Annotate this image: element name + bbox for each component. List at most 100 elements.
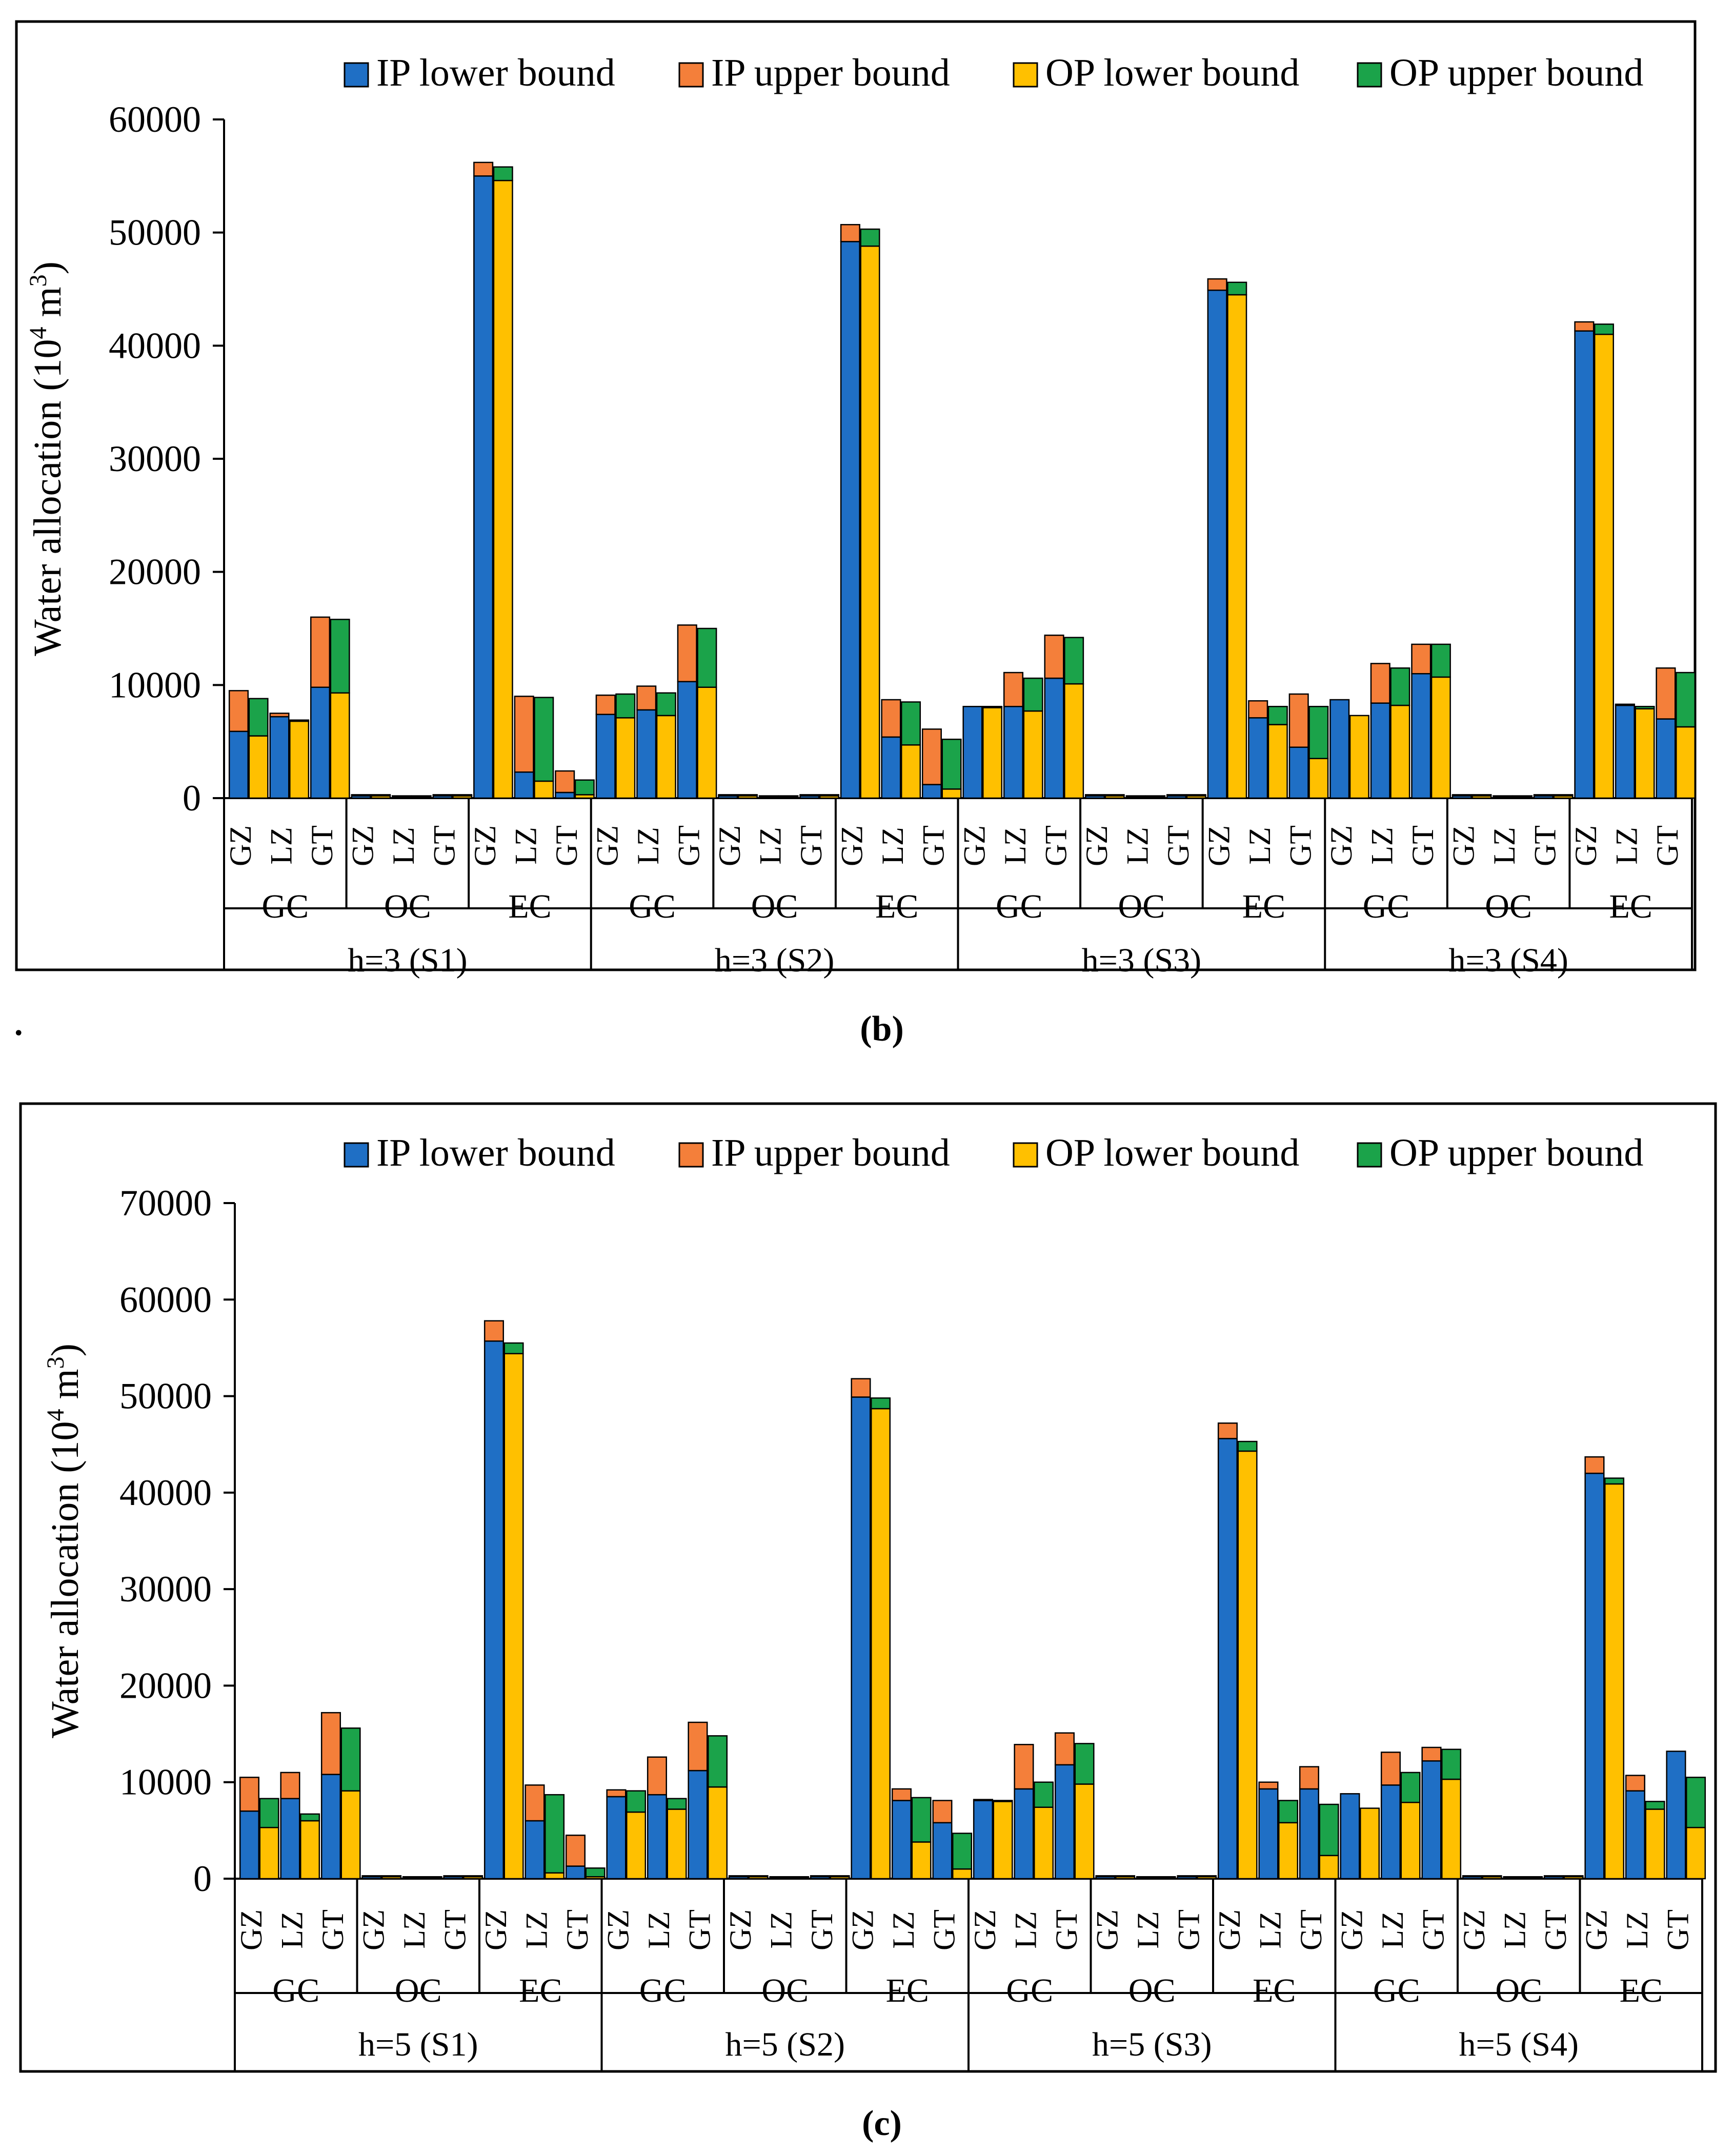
op-upper-bar: [941, 739, 962, 790]
region-label: GT: [305, 825, 339, 866]
op-upper-bar: [1319, 1803, 1339, 1857]
op-lower-bar: [1064, 683, 1084, 799]
op-upper-bar: [545, 1794, 565, 1874]
region-label: GZ: [479, 1909, 513, 1950]
ip-upper-bar: [280, 1772, 300, 1799]
sector-label: GC: [1006, 1972, 1053, 2009]
op-lower-bar: [534, 780, 554, 799]
op-upper-bar: [259, 1798, 279, 1828]
op-lower-bar: [1227, 294, 1247, 799]
op-upper-bar: [1023, 677, 1043, 712]
region-label: LZ: [876, 827, 910, 864]
y-tick-label: 30000: [109, 438, 201, 479]
ip-upper-bar: [1411, 643, 1431, 675]
region-label: LZ: [1131, 1911, 1165, 1948]
scenario-label: h=3 (S4): [1448, 942, 1568, 979]
region-label: GZ: [1335, 1909, 1368, 1950]
op-upper-bar: [1145, 795, 1166, 798]
ip-upper-bar: [1258, 1781, 1279, 1790]
legend-swatch-0: [344, 1142, 369, 1168]
ip-lower-bar: [595, 714, 616, 799]
ip-upper-bar: [1615, 703, 1635, 706]
ip-upper-bar: [1462, 1875, 1482, 1878]
ip-lower-bar: [891, 1800, 912, 1880]
region-label: GZ: [845, 1909, 879, 1950]
op-upper-bar: [1563, 1875, 1584, 1878]
op-lower-bar: [952, 1868, 973, 1880]
ip-upper-bar: [555, 770, 575, 794]
ip-lower-bar: [473, 175, 494, 799]
op-upper-bar: [1471, 794, 1492, 797]
op-lower-bar: [1349, 715, 1369, 799]
region-label: GZ: [468, 825, 502, 866]
ip-upper-bar: [473, 161, 494, 177]
region-label: GZ: [346, 825, 379, 866]
op-lower-bar: [330, 692, 350, 799]
region-label: LZ: [1009, 1911, 1042, 1948]
op-upper-bar: [667, 1798, 687, 1810]
chart-panel-c: 0 10000 20000 30000 40000 50000 60000 70000 Wate…: [19, 1102, 1717, 2073]
op-upper-bar: [330, 619, 350, 694]
ip-upper-bar: [483, 1320, 504, 1342]
op-lower-bar: [911, 1841, 932, 1880]
sector-label: OC: [1118, 888, 1165, 925]
ip-lower-bar: [1044, 677, 1064, 799]
region-label: GT: [1050, 1909, 1083, 1950]
ip-upper-bar: [310, 616, 331, 688]
ip-upper-bar: [1136, 1876, 1156, 1879]
ip-lower-bar: [647, 1794, 668, 1880]
region-label: GT: [805, 1909, 839, 1950]
ip-upper-bar: [595, 694, 616, 715]
ip-upper-bar: [320, 1712, 341, 1775]
op-lower-bar: [503, 1353, 524, 1880]
ip-lower-bar: [1574, 330, 1595, 799]
op-upper-bar: [574, 779, 595, 796]
ip-upper-bar: [728, 1875, 749, 1878]
op-upper-bar: [993, 1800, 1013, 1802]
op-upper-bar: [626, 1790, 647, 1813]
region-label: GT: [1539, 1909, 1572, 1950]
region-label: LZ: [509, 827, 542, 864]
region-label: GZ: [1324, 825, 1358, 866]
ip-upper-bar: [1177, 1875, 1197, 1878]
op-upper-bar: [1512, 795, 1533, 798]
ip-upper-bar: [1095, 1875, 1116, 1878]
sector-label: OC: [384, 888, 431, 925]
chart-frame: [15, 20, 1697, 971]
op-upper-bar: [911, 1797, 932, 1843]
ip-upper-bar: [351, 794, 371, 797]
ip-lower-bar: [1258, 1788, 1279, 1880]
region-label: GZ: [224, 825, 257, 866]
op-lower-bar: [626, 1811, 647, 1880]
sector-label: GC: [261, 888, 309, 925]
op-upper-bar: [1115, 1875, 1136, 1878]
ip-lower-bar: [1248, 717, 1268, 799]
op-lower-bar: [1594, 334, 1615, 799]
region-label: GT: [427, 825, 461, 866]
ip-lower-bar: [962, 706, 983, 799]
ip-upper-bar: [1533, 794, 1554, 797]
op-upper-bar: [1074, 1743, 1095, 1785]
ip-upper-bar: [881, 699, 901, 738]
ip-lower-bar: [1411, 673, 1431, 799]
ip-lower-bar: [565, 1865, 586, 1880]
period-mark: .: [14, 1005, 23, 1043]
ip-lower-bar: [1421, 1760, 1442, 1880]
region-label: GZ: [1080, 825, 1114, 866]
region-label: GT: [672, 825, 706, 866]
legend-label-1: IP upper bound: [711, 51, 950, 94]
ip-lower-bar: [921, 784, 942, 799]
region-label: LZ: [397, 1911, 431, 1948]
ip-upper-bar: [1248, 700, 1268, 719]
ip-lower-bar: [1288, 746, 1309, 799]
ip-upper-bar: [1288, 693, 1309, 748]
region-label: GT: [316, 1909, 350, 1950]
op-lower-bar: [615, 717, 636, 799]
legend-swatch-2: [1013, 62, 1038, 88]
ip-upper-bar: [269, 713, 290, 718]
ip-lower-bar: [310, 686, 331, 799]
scenario-label: h=5 (S1): [358, 2026, 478, 2063]
ip-lower-bar: [1217, 1438, 1238, 1880]
